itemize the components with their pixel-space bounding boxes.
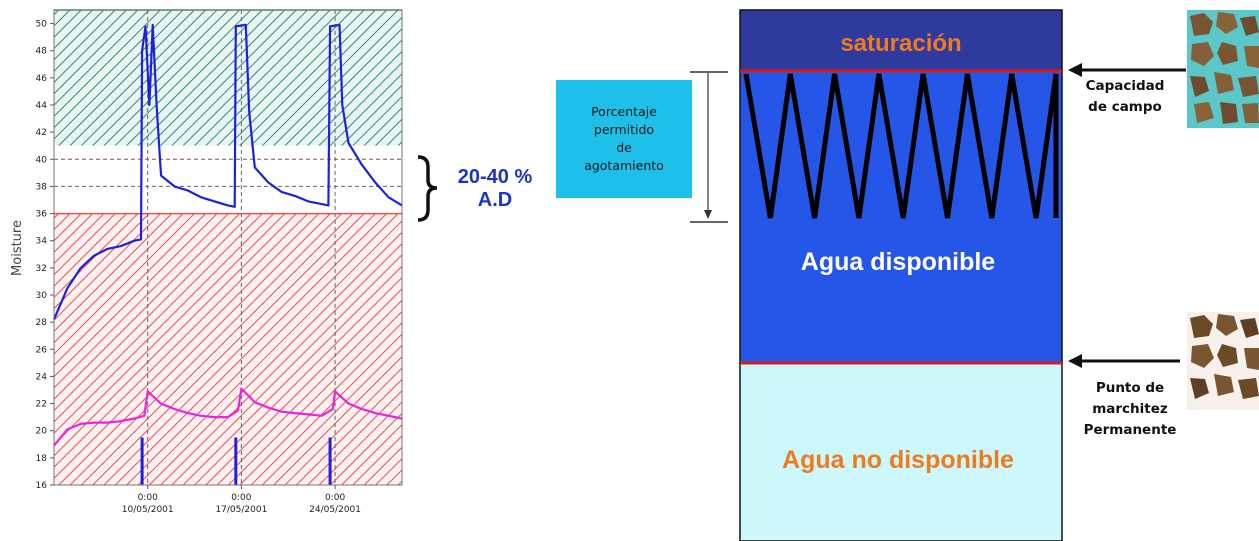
soil-moisture-chart: 16 18 20 22 24 26 28 30 32 34 36 38 40 42 44 46 48 50 0:0…	[10, 9, 403, 515]
band-0	[54, 10, 402, 146]
chart-y-ticks: 16 18 20 22 24 26 28 30 32 34 36 38 40 42 44 46 48 50	[36, 20, 54, 491]
y-tick-label-32: 32	[36, 264, 47, 274]
y-tick-label-40: 40	[36, 155, 48, 165]
ad-range-label: 20-40 % A.D	[440, 166, 550, 212]
x-tick-date-17/05/2001: 17/05/2001	[215, 505, 267, 515]
y-tick-label-28: 28	[36, 318, 48, 328]
depletion-range-marker	[690, 71, 728, 223]
x-tick-date-24/05/2001: 24/05/2001	[309, 505, 361, 515]
saturation-label: saturación	[840, 30, 961, 57]
unavailable-water-label: Agua no disponible	[782, 446, 1014, 474]
x-tick-date-10/05/2001: 10/05/2001	[122, 505, 174, 515]
series-line-1	[53, 387, 403, 447]
wilting-point-arrow	[1068, 354, 1180, 368]
y-tick-label-24: 24	[36, 372, 48, 382]
dry-soil-image	[1187, 312, 1259, 410]
y-tick-label-16: 16	[36, 481, 48, 491]
allowable-depletion-box: Porcentaje permitido de agotamiento	[556, 80, 692, 198]
x-tick-time-17/05/2001: 0:00	[231, 493, 251, 503]
series-line-0	[52, 23, 403, 320]
band-2	[54, 213, 402, 486]
y-tick-label-36: 36	[36, 210, 48, 220]
soil-water-diagram: saturación Agua disponible Agua no dispo…	[690, 9, 1259, 541]
y-tick-label-20: 20	[36, 427, 48, 437]
y-tick-label-26: 26	[36, 345, 48, 355]
y-tick-label-30: 30	[36, 291, 48, 301]
field-capacity-label: Capacidad de campo	[1085, 78, 1165, 115]
chart-series	[52, 23, 403, 485]
y-tick-label-42: 42	[36, 128, 47, 138]
y-tick-label-34: 34	[36, 237, 48, 247]
y-axis-label: Moisture	[10, 220, 25, 276]
depletion-cycles-zigzag	[743, 73, 1059, 219]
y-tick-label-50: 50	[36, 20, 48, 30]
x-tick-time-10/05/2001: 0:00	[138, 493, 158, 503]
saturated-soil-image	[1187, 10, 1259, 128]
chart-bands	[54, 9, 402, 486]
ad-range-brace	[417, 155, 438, 222]
ad-range-line2: A.D	[477, 189, 513, 211]
y-tick-label-18: 18	[36, 454, 48, 464]
zone-unavailable	[739, 362, 1063, 541]
y-tick-label-44: 44	[36, 101, 48, 111]
available-water-label: Agua disponible	[801, 248, 996, 276]
y-tick-label-38: 38	[36, 182, 48, 192]
wilting-point-label: Punto de marchitez Permanente	[1083, 380, 1177, 438]
plot-frame	[53, 9, 403, 486]
chart-x-ticks: 0:00 10/05/2001 0:00 17/05/2001 0:00 24/05/20…	[122, 485, 361, 515]
y-tick-label-22: 22	[36, 400, 47, 410]
x-tick-time-24/05/2001: 0:00	[325, 493, 345, 503]
allowable-depletion-text: Porcentaje permitido de agotamiento	[584, 104, 664, 173]
band-1	[54, 145, 402, 214]
field-capacity-arrow	[1068, 63, 1186, 77]
y-tick-label-46: 46	[36, 74, 48, 84]
ad-range-line1: 20-40 %	[457, 166, 533, 188]
zone-saturation	[739, 9, 1063, 72]
y-tick-label-48: 48	[36, 47, 48, 57]
